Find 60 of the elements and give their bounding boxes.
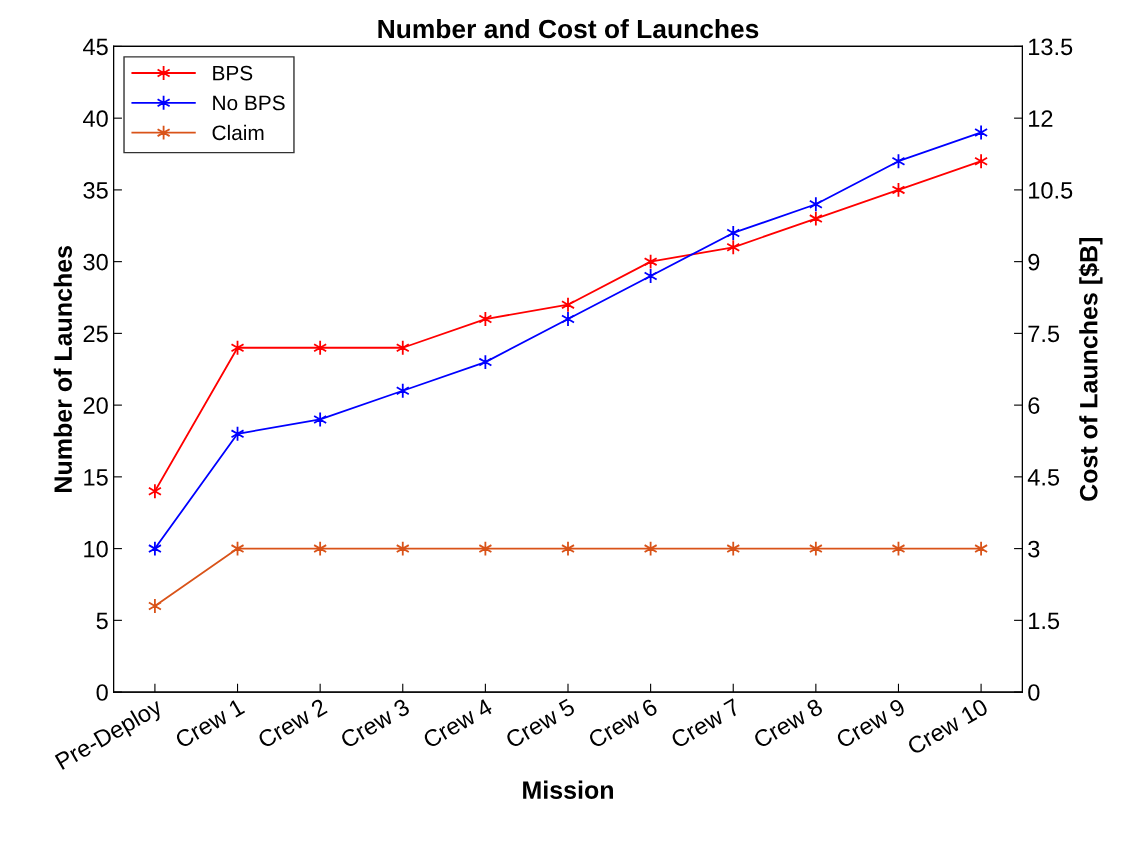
y-axis-title: Number of Launches	[53, 245, 72, 492]
point	[313, 540, 328, 557]
point	[974, 540, 989, 557]
y-tick-label: 10	[84, 540, 108, 558]
y-tick-label: 45	[83, 38, 108, 56]
x-tick-label: Crew 3	[339, 698, 411, 749]
y-tick-label: 5	[96, 612, 108, 630]
point	[561, 296, 575, 313]
point	[643, 540, 658, 557]
point	[147, 598, 162, 614]
point	[478, 311, 493, 327]
x-tick-label: Crew 9	[835, 698, 907, 749]
point	[395, 540, 410, 557]
legend-label: No BPS	[213, 95, 285, 111]
y2-tick-label: 1.5	[1029, 612, 1060, 630]
legend-label: BPS	[213, 65, 253, 81]
point	[395, 382, 410, 399]
y-tick-label: 25	[83, 325, 108, 343]
y2-axis-title: Cost of Launches [$B]	[1078, 237, 1103, 501]
point	[726, 540, 741, 557]
point	[808, 196, 823, 213]
x-tick-label: Crew 1	[174, 698, 246, 749]
point	[395, 339, 410, 356]
x-tick-label: Crew 5	[504, 697, 576, 749]
y-tick-label: 35	[83, 181, 108, 199]
y-tick-label: 15	[84, 469, 108, 486]
y2-tick-label: 12	[1029, 110, 1053, 127]
y-tick-label: 40	[83, 110, 108, 127]
y2-tick-label: 4.5	[1027, 469, 1060, 486]
x-tick-label: Crew 10	[906, 697, 989, 756]
point	[643, 268, 658, 284]
y2-tick-label: 9	[1028, 253, 1040, 271]
point	[726, 225, 741, 241]
x-tick-label: Crew 7	[669, 698, 741, 749]
y2-tick-label: 6	[1028, 397, 1040, 414]
x-tick-label: Crew 4	[421, 697, 494, 749]
y2-tick-label: 10.5	[1029, 181, 1073, 199]
y2-tick-label: 7.5	[1028, 325, 1060, 343]
point	[147, 540, 162, 557]
y2-tick-label: 0	[1028, 684, 1040, 701]
y-tick-label: 20	[83, 397, 108, 414]
x-tick-label: Crew 2	[256, 698, 328, 749]
y2-tick-label: 13.5	[1029, 38, 1073, 56]
x-tick-label: Crew 6	[587, 698, 659, 749]
x-tick-label: Crew 8	[752, 697, 824, 749]
point	[643, 253, 658, 270]
legend-label: Claim	[212, 124, 264, 141]
point	[478, 354, 493, 370]
x-axis-title: Mission	[523, 780, 613, 799]
point	[313, 339, 328, 356]
point	[561, 311, 575, 327]
point	[808, 540, 823, 557]
y2-tick-label: 3	[1028, 540, 1040, 558]
point	[974, 153, 989, 170]
y-tick-label: 30	[83, 253, 108, 271]
point	[478, 540, 493, 557]
point	[808, 210, 823, 227]
point	[147, 483, 162, 500]
chart-title: Number and Cost of Launches	[378, 18, 759, 39]
y-tick-label: 0	[96, 684, 108, 701]
